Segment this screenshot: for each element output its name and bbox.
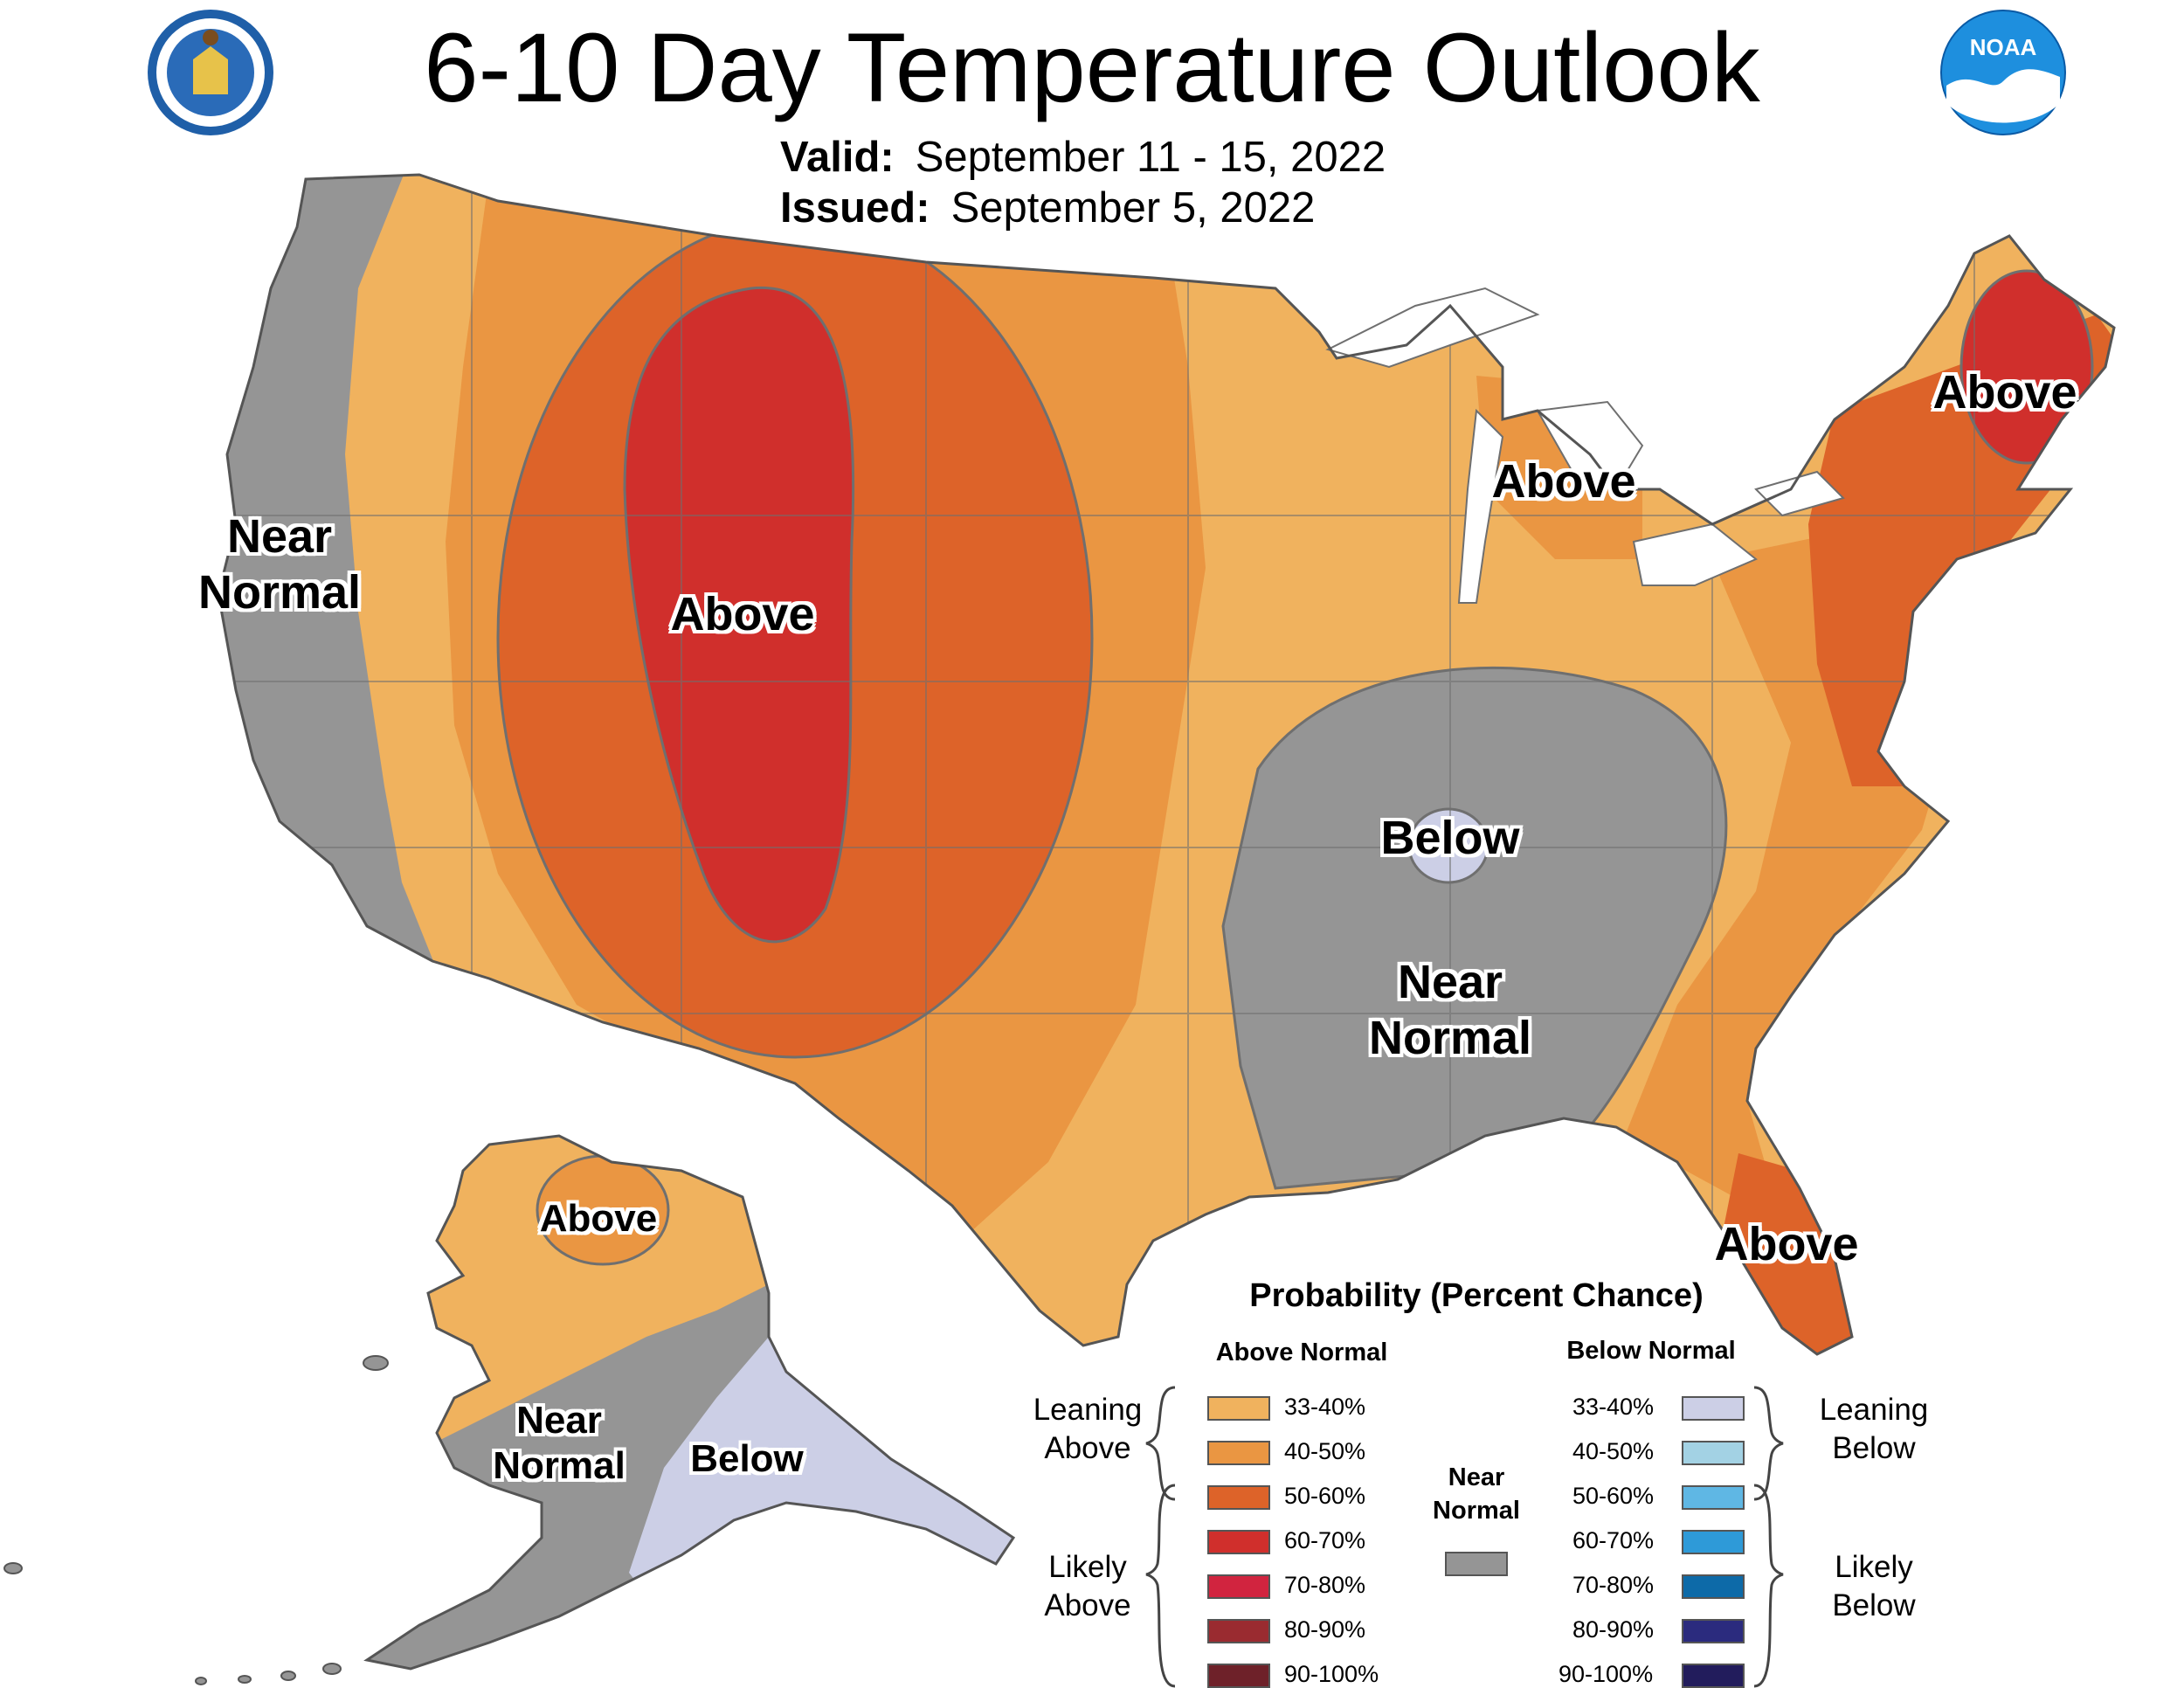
legend-leaning-below: Leaning Below — [1778, 1391, 1970, 1468]
label-alaska-near-normal: Near Normal — [472, 1398, 646, 1489]
above-pct-label: 40-50% — [1284, 1438, 1366, 1464]
likely-below-line1: Likely — [1835, 1550, 1913, 1584]
above-swatch — [1207, 1485, 1270, 1510]
below-pct-label: 70-80% — [1572, 1572, 1655, 1598]
below-swatch — [1682, 1574, 1745, 1599]
leaning-above-line2: Above — [1044, 1431, 1131, 1465]
below-pct-label: 90-100% — [1559, 1661, 1654, 1687]
near-normal-line1: Near — [1448, 1463, 1505, 1491]
label-west-near-line1: Near — [226, 510, 333, 563]
above-pct-label: 80-90% — [1284, 1616, 1366, 1643]
above-pct-label: 50-60% — [1284, 1483, 1366, 1509]
valid-value: September 11 - 15, 2022 — [915, 134, 1386, 181]
below-pct-label: 50-60% — [1572, 1483, 1655, 1509]
above-swatch — [1207, 1574, 1270, 1599]
below-swatch — [1682, 1619, 1745, 1643]
below-pct-label: 33-40% — [1572, 1394, 1655, 1420]
above-pct-label: 90-100% — [1284, 1661, 1379, 1687]
above-swatch — [1207, 1530, 1270, 1554]
label-rockies-above: Above — [670, 588, 815, 640]
noaa-logo: NOAA — [1940, 10, 2066, 135]
above-swatch — [1207, 1664, 1270, 1688]
above-pct-label: 33-40% — [1284, 1394, 1366, 1420]
legend-likely-below: Likely Below — [1778, 1548, 1970, 1625]
near-normal-line2: Normal — [1433, 1497, 1520, 1525]
label-alaska-below: Below — [690, 1437, 804, 1480]
below-pct-label: 40-50% — [1572, 1438, 1655, 1464]
label-south-near-line1: Near — [1397, 956, 1503, 1008]
label-alaska-near-line2: Normal — [493, 1444, 625, 1487]
above-pct-label: 70-80% — [1284, 1572, 1366, 1598]
label-michigan-above: Above — [1491, 455, 1636, 508]
below-swatch — [1682, 1441, 1745, 1465]
issued-value: September 5, 2022 — [950, 184, 1316, 232]
likely-above-line1: Likely — [1048, 1550, 1127, 1584]
below-swatch — [1682, 1664, 1745, 1688]
legend-likely-above: Likely Above — [992, 1548, 1184, 1625]
below-swatch — [1682, 1485, 1745, 1510]
above-pct-label: 60-70% — [1284, 1527, 1366, 1553]
leaning-below-line1: Leaning — [1819, 1393, 1929, 1427]
below-swatch — [1682, 1530, 1745, 1554]
issued-label: Issued: — [780, 184, 930, 232]
valid-label: Valid: — [780, 134, 895, 181]
commerce-seal-logo — [148, 10, 273, 135]
above-swatch — [1207, 1619, 1270, 1643]
leaning-above-line1: Leaning — [1033, 1393, 1143, 1427]
below-swatch — [1682, 1396, 1745, 1421]
label-south-near-normal: Near Normal — [1354, 954, 1546, 1066]
page-title: 6-10 Day Temperature Outlook — [424, 13, 1760, 122]
legend-title: Probability (Percent Chance) — [1249, 1277, 1704, 1314]
leaning-below-line2: Below — [1832, 1431, 1916, 1465]
likely-below-line2: Below — [1832, 1588, 1916, 1622]
label-alaska-above: Above — [539, 1197, 658, 1240]
label-midsouth-below: Below — [1380, 812, 1520, 864]
label-west-near-line2: Normal — [197, 566, 362, 619]
valid-dates: Valid: September 11 - 15, 2022 — [780, 133, 1386, 182]
near-normal-swatch — [1445, 1552, 1508, 1576]
legend-below-header: Below Normal — [1566, 1337, 1736, 1365]
below-pct-label: 60-70% — [1572, 1527, 1655, 1553]
below-pct-label: 80-90% — [1572, 1616, 1655, 1643]
above-swatch — [1207, 1441, 1270, 1465]
above-swatch — [1207, 1396, 1270, 1421]
label-west-near-normal: Near Normal — [183, 508, 376, 620]
issued-date: Issued: September 5, 2022 — [780, 183, 1315, 232]
label-alaska-near-line1: Near — [516, 1399, 602, 1442]
label-northeast-above: Above — [1932, 366, 2077, 419]
likely-above-line2: Above — [1044, 1588, 1131, 1622]
svg-text:NOAA: NOAA — [1970, 34, 2037, 60]
label-florida-above: Above — [1714, 1218, 1859, 1270]
legend-above-header: Above Normal — [1215, 1339, 1388, 1366]
legend-leaning-above: Leaning Above — [992, 1391, 1184, 1468]
legend-near-normal-label: Near Normal — [1389, 1461, 1564, 1527]
label-south-near-line2: Normal — [1368, 1012, 1532, 1064]
